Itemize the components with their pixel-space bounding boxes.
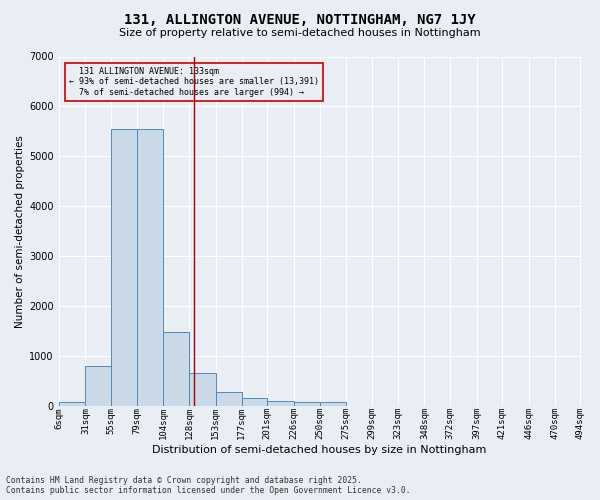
Bar [111, 129, 137, 406]
Bar [242, 398, 267, 406]
Bar [267, 401, 294, 406]
Bar [320, 402, 346, 406]
Bar [294, 402, 320, 406]
Bar [216, 392, 242, 406]
Text: 131, ALLINGTON AVENUE, NOTTINGHAM, NG7 1JY: 131, ALLINGTON AVENUE, NOTTINGHAM, NG7 1… [124, 12, 476, 26]
Text: 131 ALLINGTON AVENUE: 133sqm
← 93% of semi-detached houses are smaller (13,391)
: 131 ALLINGTON AVENUE: 133sqm ← 93% of se… [69, 67, 319, 97]
Bar [189, 373, 216, 406]
Y-axis label: Number of semi-detached properties: Number of semi-detached properties [15, 134, 25, 328]
Bar [59, 402, 85, 406]
X-axis label: Distribution of semi-detached houses by size in Nottingham: Distribution of semi-detached houses by … [152, 445, 487, 455]
Text: Size of property relative to semi-detached houses in Nottingham: Size of property relative to semi-detach… [119, 28, 481, 38]
Text: Contains HM Land Registry data © Crown copyright and database right 2025.
Contai: Contains HM Land Registry data © Crown c… [6, 476, 410, 495]
Bar [137, 129, 163, 406]
Bar [85, 366, 111, 406]
Bar [163, 332, 189, 406]
